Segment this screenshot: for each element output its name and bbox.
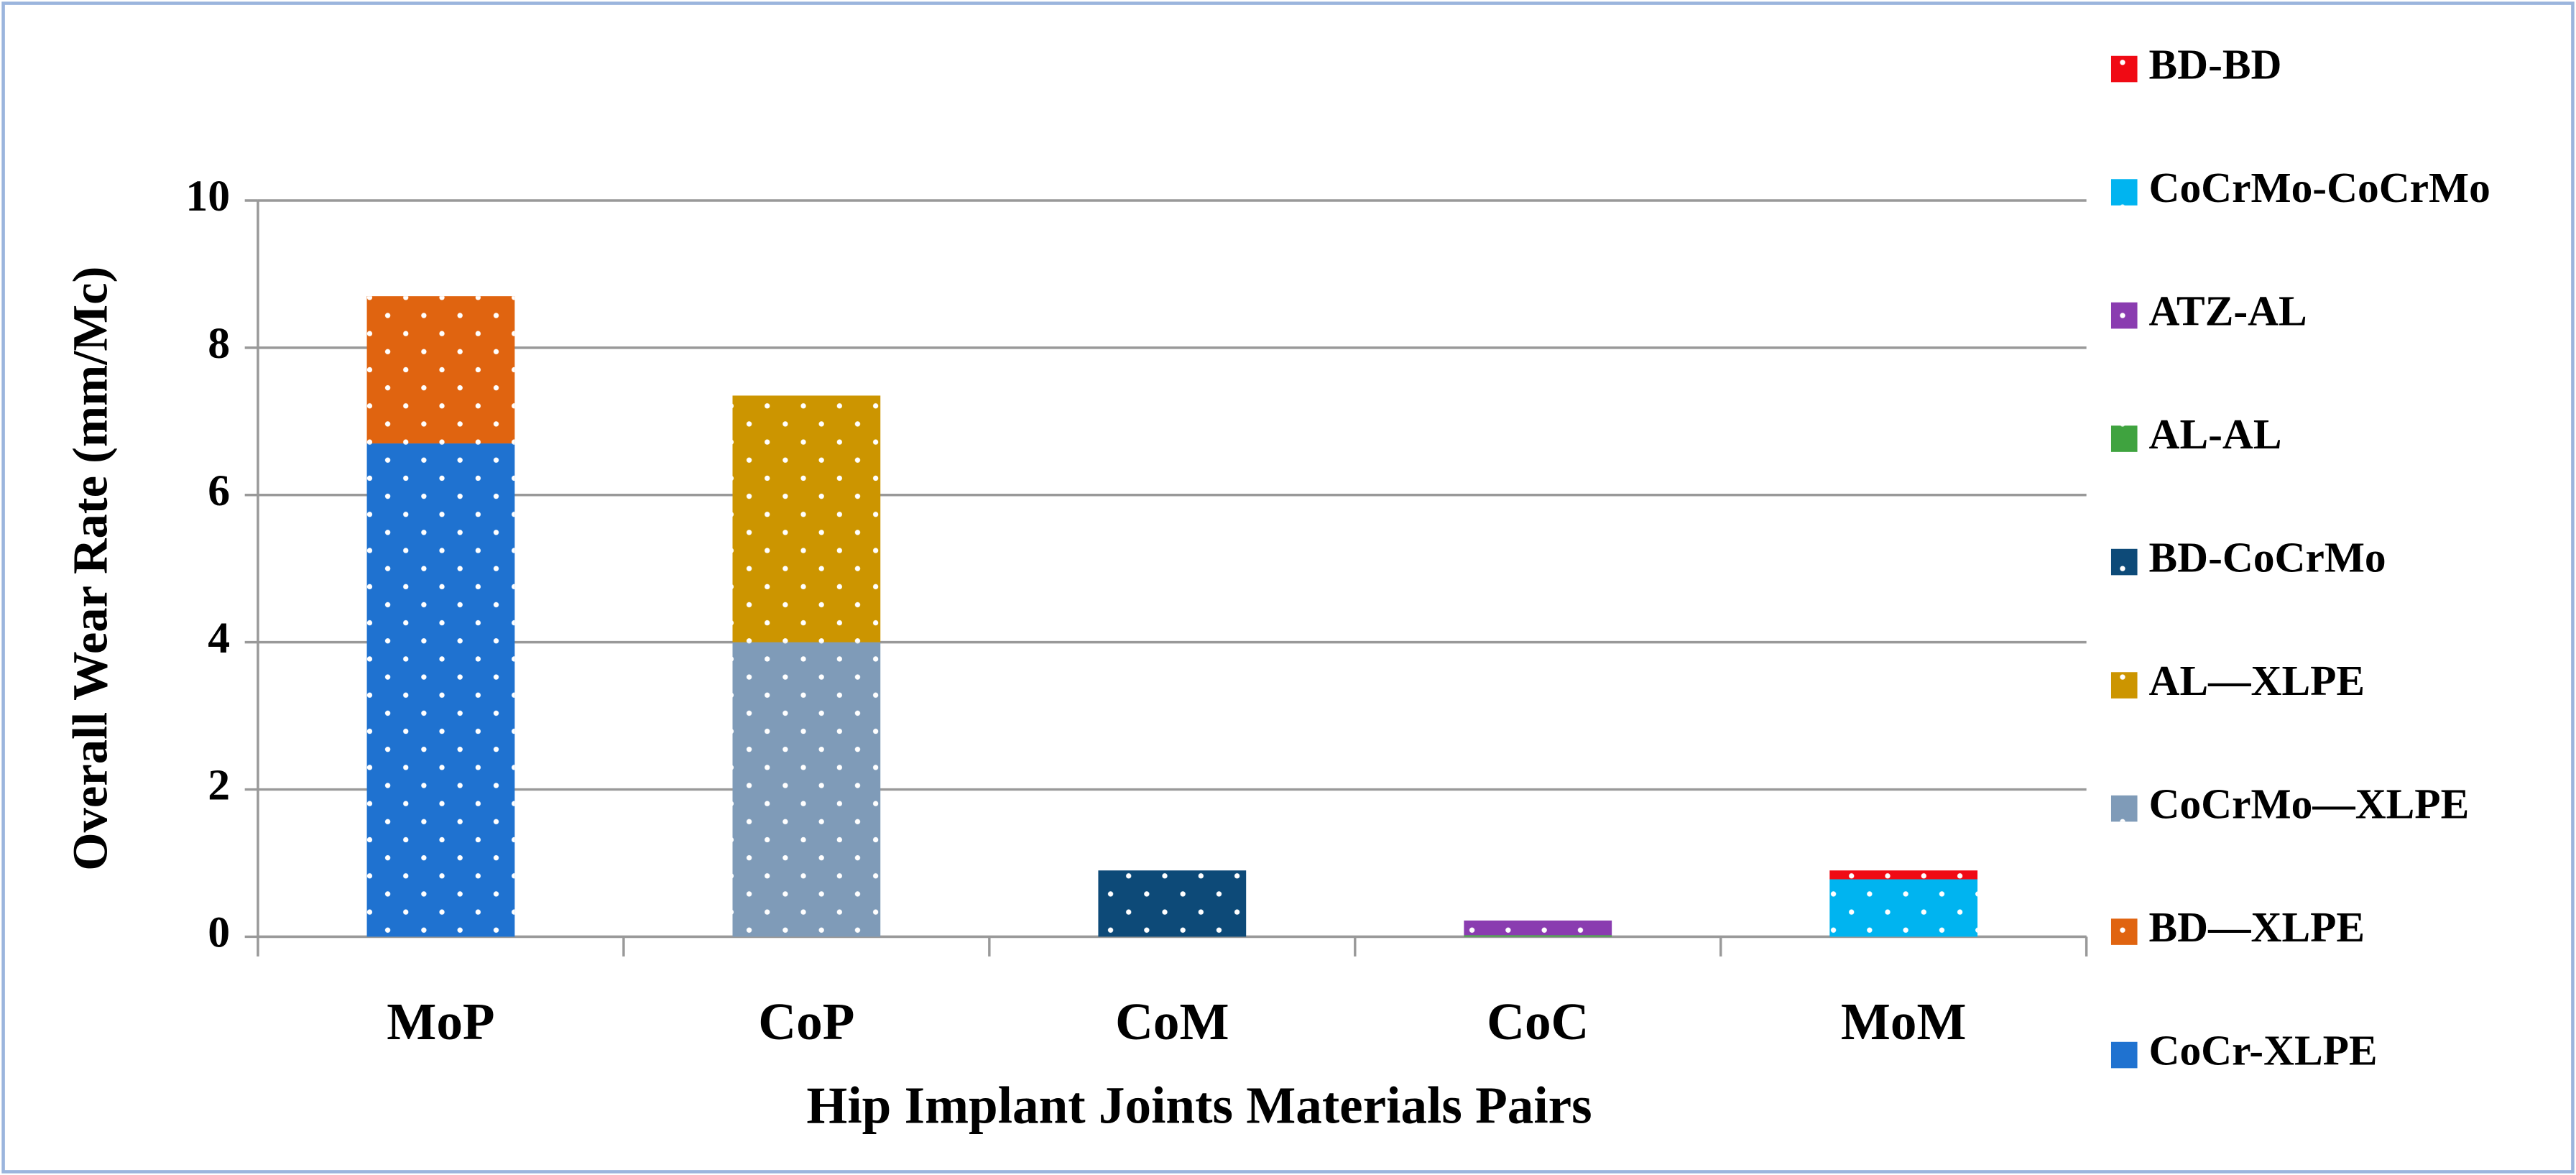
legend-swatch-texture — [2110, 918, 2138, 945]
bar-texture — [732, 642, 881, 937]
legend-swatch-texture — [2110, 425, 2138, 452]
x-tick-label: CoM — [1115, 992, 1229, 1051]
legend-label: CoCrMo-CoCrMo — [2149, 164, 2490, 211]
legend-label: ATZ-AL — [2149, 287, 2307, 335]
bar-texture — [1464, 935, 1612, 937]
legend-label: BD-BD — [2149, 41, 2282, 88]
y-tick-label: 0 — [208, 908, 230, 957]
legend-label: AL-AL — [2149, 410, 2282, 458]
legend-label: AL—XLPE — [2149, 657, 2365, 704]
bar-texture — [366, 296, 515, 444]
y-tick-label: 2 — [208, 761, 230, 810]
legend-label: BD-CoCrMo — [2149, 534, 2386, 581]
bar-texture — [1829, 879, 1978, 937]
y-tick-label: 10 — [185, 172, 230, 221]
legend-swatch-texture — [2110, 548, 2138, 576]
bar-texture — [1829, 870, 1978, 880]
x-axis-title: Hip Implant Joints Materials Pairs — [806, 1077, 1592, 1135]
legend-label: CoCrMo—XLPE — [2149, 780, 2470, 828]
bar-texture — [732, 395, 881, 642]
bar-texture — [1098, 870, 1247, 937]
y-axis-title: Overall Wear Rate (mm/Mc) — [63, 267, 117, 871]
y-tick-label: 6 — [208, 466, 230, 515]
y-tick-label: 8 — [208, 319, 230, 368]
legend-swatch-texture — [2110, 795, 2138, 822]
legend-label: BD—XLPE — [2149, 903, 2365, 951]
legend-swatch-texture — [2110, 302, 2138, 329]
legend-label: CoCr-XLPE — [2149, 1027, 2378, 1074]
legend-swatch-texture — [2110, 1041, 2138, 1069]
legend-swatch-texture — [2110, 179, 2138, 206]
bar-texture — [1464, 920, 1612, 936]
legend-swatch-texture — [2110, 672, 2138, 699]
y-tick-label: 4 — [208, 614, 230, 663]
x-tick-label: CoC — [1487, 992, 1589, 1051]
bar-texture — [366, 443, 515, 937]
x-tick-label: MoP — [387, 992, 494, 1051]
legend-swatch-texture — [2110, 55, 2138, 83]
x-tick-label: CoP — [758, 992, 854, 1051]
x-tick-label: MoM — [1841, 992, 1967, 1051]
